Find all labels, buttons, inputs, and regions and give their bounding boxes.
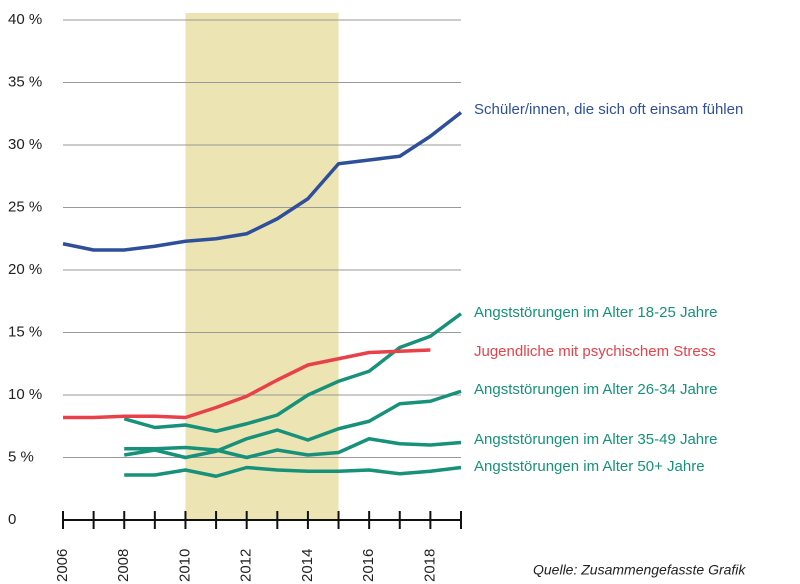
series-label: Angststörungen im Alter 50+ Jahre (474, 458, 705, 475)
series-label: Angststörungen im Alter 26-34 Jahre (474, 381, 717, 398)
x-tick-label: 2014 (299, 549, 316, 582)
y-tick-label: 10 % (8, 386, 42, 403)
y-tick-label: 5 % (8, 448, 34, 465)
x-tick-label: 2008 (115, 549, 132, 582)
y-tick-label: 30 % (8, 136, 42, 153)
x-tick-label: 2012 (238, 549, 255, 582)
y-tick-label: 15 % (8, 323, 42, 340)
series-line (62, 111, 463, 252)
y-tick-label: 25 % (8, 198, 42, 215)
series-line (123, 389, 462, 460)
x-tick-label: 2016 (360, 549, 377, 582)
series-line (123, 312, 463, 433)
series-label: Jugendliche mit psychischem Stress (474, 343, 716, 360)
series-label: Angststörungen im Alter 35-49 Jahre (474, 431, 717, 448)
y-tick-label: 35 % (8, 73, 42, 90)
y-tick-label: 0 (8, 511, 16, 528)
highlight-span (185, 13, 339, 520)
series-label: Schüler/innen, die sich oft einsam fühle… (474, 101, 743, 118)
series-line (124, 437, 462, 460)
source-note: Quelle: Zusammengefasste Grafik (533, 562, 746, 578)
y-tick-label: 20 % (8, 261, 42, 278)
x-tick-label: 2010 (176, 549, 193, 582)
x-tick-label: 2006 (54, 549, 71, 582)
series-label: Angststörungen im Alter 18-25 Jahre (474, 304, 717, 321)
series-line (124, 465, 462, 478)
series-line (63, 348, 431, 420)
x-tick-label: 2018 (421, 549, 438, 582)
y-tick-label: 40 % (8, 11, 42, 28)
